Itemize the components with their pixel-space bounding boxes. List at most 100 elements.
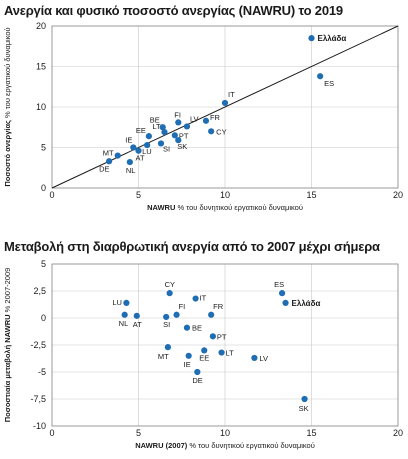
x-axis-title: NAWRU (2007) % του δυνητικού εργατικού δ… [135,441,315,450]
point-label: CY [216,127,226,136]
point-label: Ελλάδα [318,34,347,43]
y-axis-title-bold: Ποσοστιαία μεταβολή NAWRU [3,314,12,422]
plot-frame [51,25,399,189]
point-label: IE [184,360,191,369]
y-tick-label: -5 [38,367,46,377]
point-label: ES [324,79,334,88]
x-tick-label: 20 [393,428,403,438]
point-label: MT [158,352,169,361]
point-label: AT [136,154,145,163]
y-axis-title: Ποσοστιαία μεταβολή NAWRU % 2007-2009 [3,268,12,423]
point-label: FR [213,302,224,311]
point-label: LT [152,122,161,131]
x-tick-label: 0 [49,190,54,200]
point-label: LU [142,147,152,156]
point-label: DE [192,376,202,385]
point-label: CY [165,280,175,289]
data-point [157,140,165,147]
chart-panel-nawru-2019: Ανεργία και φυσικό ποσοστό ανεργίας (NAW… [0,0,408,228]
y-tick-label: -10 [33,421,46,431]
y-axis-title-bold: Ποσοστό ανεργίας [3,120,12,187]
y-tick-label: 0 [41,183,46,193]
data-point [173,311,180,318]
data-point [192,295,199,302]
point-label: PT [179,131,189,140]
point-label: SI [163,144,170,153]
point-label: IT [228,90,235,99]
data-point [163,313,170,321]
x-tick-label: 10 [220,428,230,438]
data-point [171,132,178,139]
data-point [166,290,173,297]
y-tick-label: 20 [36,21,46,31]
data-point [144,141,151,149]
data-point [202,117,210,124]
point-label: FR [210,113,221,122]
y-tick-label: 15 [36,62,46,72]
point-label: NL [119,319,129,328]
point-label: AT [133,320,142,329]
data-point [208,128,215,135]
data-point [221,99,229,107]
point-label: LU [112,298,122,307]
x-tick-label: 5 [136,190,141,200]
chart-title: Μεταβολή στη διαρθρωτική ανεργία από το … [4,239,380,254]
x-axis-title-rest: % του δυνητικού εργατικού δυναμικού [187,441,315,450]
point-label: DE [99,164,109,173]
point-label: SI [163,320,170,329]
point-label: FI [174,110,181,119]
x-axis-title: NAWRU % του δυνητικού εργατικού δυναμικο… [147,203,303,212]
data-point [185,352,192,359]
x-tick-label: 20 [393,190,403,200]
data-point [161,129,168,136]
scatter-chart-nawru-change: 0 5 10 15 20 5 2,5 0 -2,5 -5 -7,5 -10 ES Ελλάδα CY IT LU… [3,259,403,450]
data-point [301,395,308,403]
point-label: EE [199,353,209,362]
point-label: BE [150,115,160,124]
x-tick-label: 15 [306,190,316,200]
y-tick-label: 5 [41,259,46,269]
data-point [145,133,152,140]
data-point [130,144,137,151]
point-label: SK [299,404,309,413]
data-point [114,152,121,159]
data-point [183,324,191,331]
point-label: FI [179,302,186,311]
data-point [121,311,128,318]
data-point [317,73,324,80]
data-point [105,158,113,165]
data-point [208,311,215,318]
point-label: BE [192,324,202,333]
data-point [159,124,166,131]
point-label: PT [217,332,227,341]
x-tick-label: 5 [136,428,141,438]
data-point [175,137,182,144]
y-axis-title: Ποσοστό ανεργίας % του εργατικού δυναμικ… [3,27,12,186]
point-label: SK [177,142,187,151]
point-label: EE [136,126,146,135]
data-point [123,299,130,306]
x-axis-title-bold: NAWRU [147,203,175,212]
data-point [209,333,216,340]
data-point [282,299,289,306]
plot-frame [51,263,399,427]
data-point [183,123,191,130]
point-label: Ελλάδα [292,299,321,308]
data-point [175,119,182,126]
chart-panel-nawru-change: Μεταβολή στη διαρθρωτική ανεργία από το … [0,236,408,459]
x-axis-title-bold: NAWRU (2007) [135,441,188,450]
y-tick-label: -7,5 [30,394,46,404]
data-point [126,158,133,166]
point-label: MT [103,149,114,158]
y-axis-title-rest: % 2007-2009 [3,268,12,315]
data-point [218,349,225,356]
data-point [135,147,142,154]
point-label: LT [226,349,235,358]
data-point [278,290,286,297]
point-label: LV [259,354,268,363]
y-tick-label: 0 [41,313,46,323]
y-tick-label: 2,5 [33,286,46,296]
y-axis-title-rest: % του εργατικού δυναμικού [3,27,12,120]
point-label: IT [200,294,207,303]
